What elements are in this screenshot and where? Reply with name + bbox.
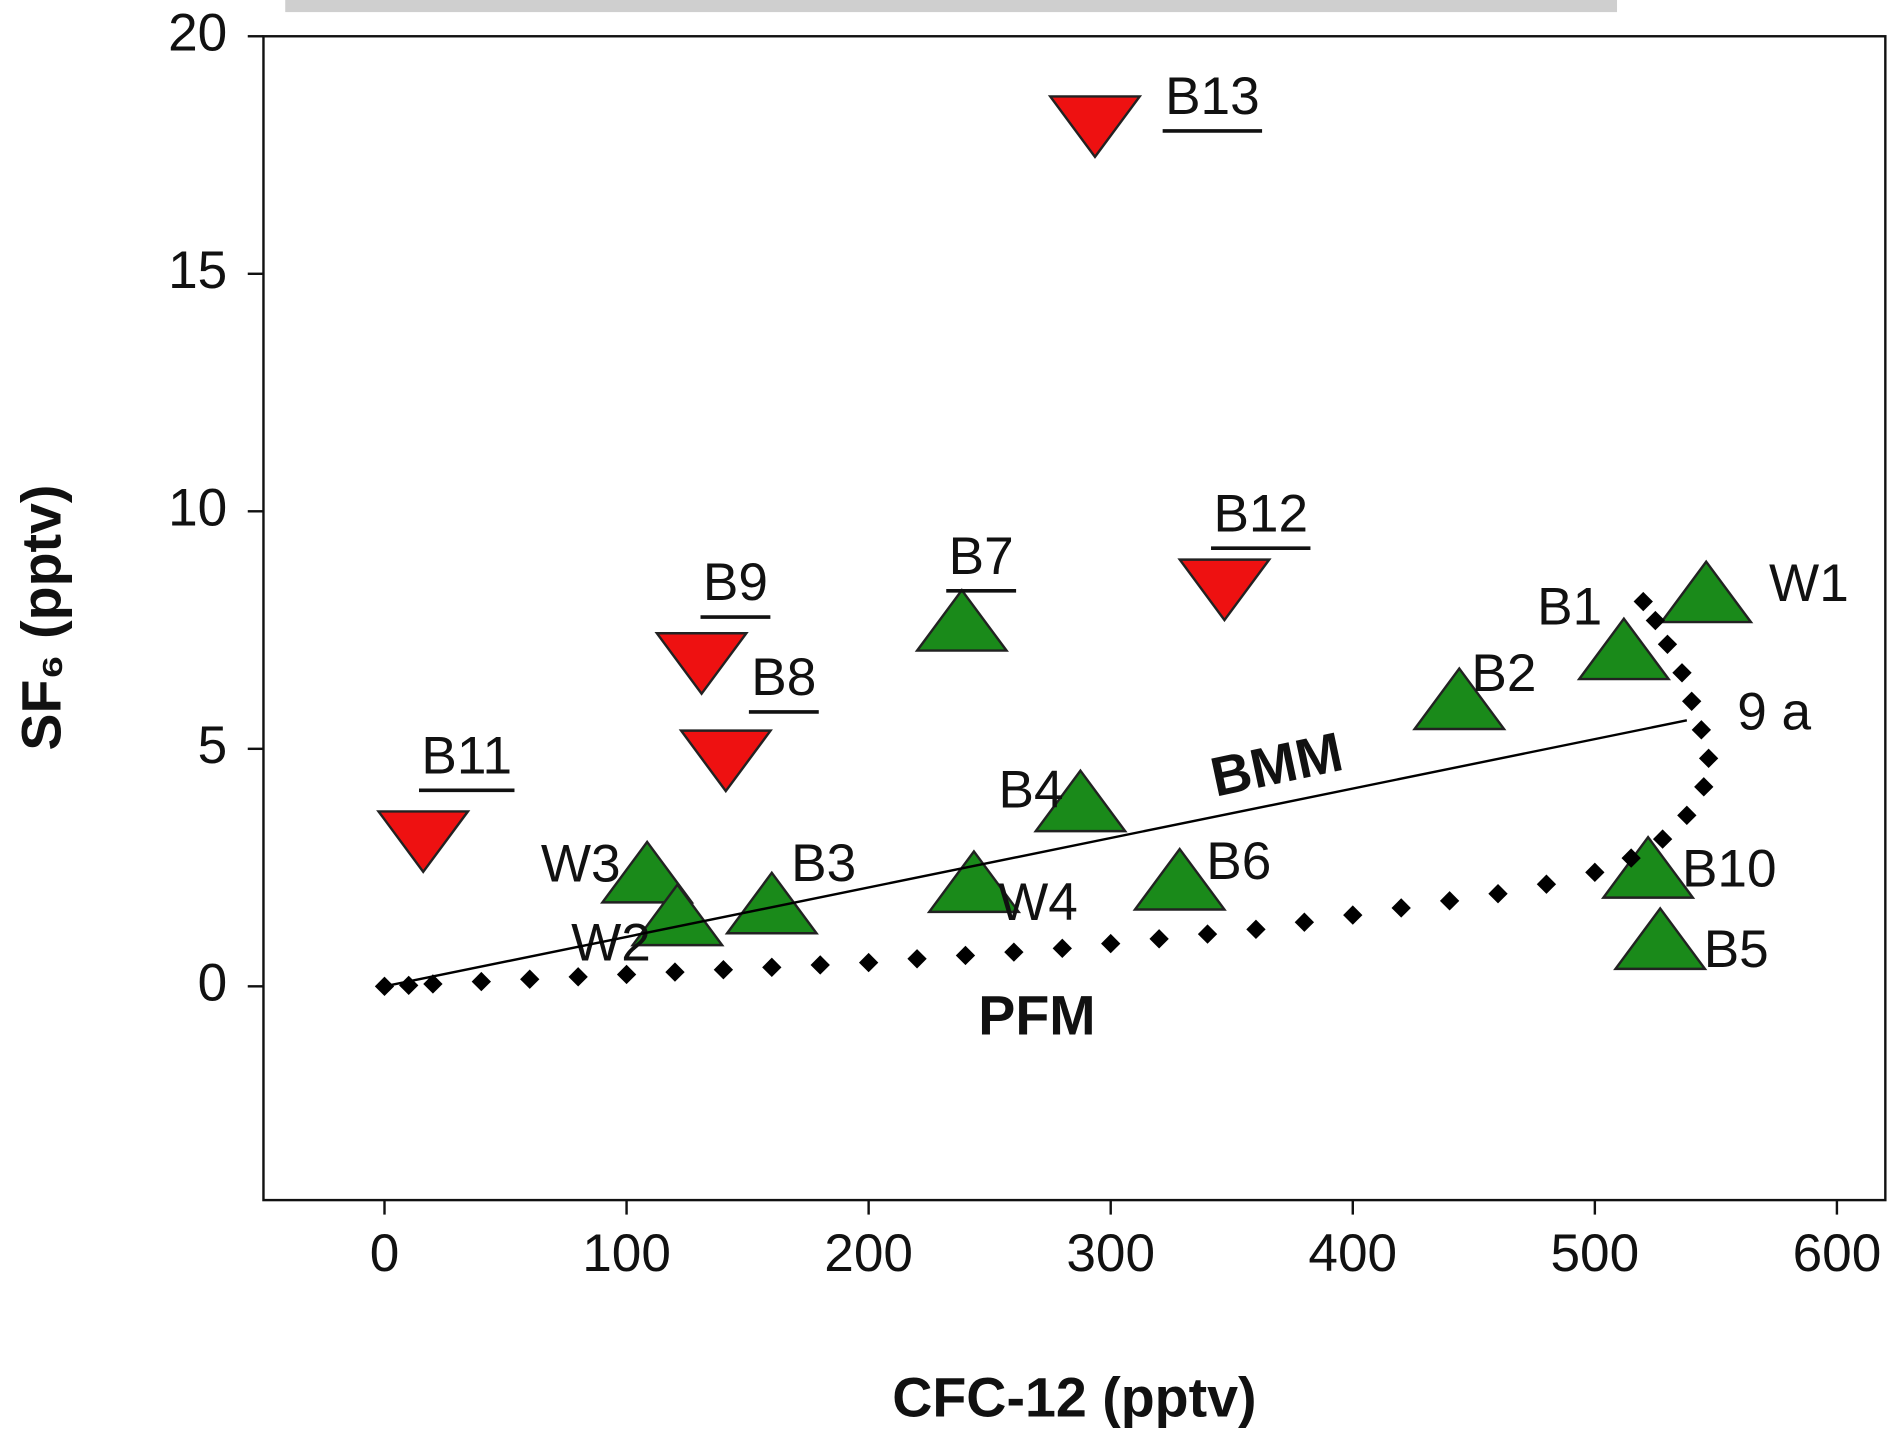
curve-marker bbox=[1645, 610, 1666, 631]
curve-marker bbox=[1391, 898, 1411, 918]
x-tick-label: 400 bbox=[1308, 1224, 1397, 1283]
curve-marker bbox=[1698, 748, 1719, 768]
point-label: B12 bbox=[1213, 484, 1308, 543]
point-label: B8 bbox=[751, 648, 816, 707]
curve-marker bbox=[1585, 862, 1605, 882]
curve-marker bbox=[907, 949, 927, 969]
triangle-up-marker bbox=[1600, 835, 1696, 899]
point-label: B9 bbox=[703, 553, 768, 612]
y-tick-label: 0 bbox=[198, 953, 228, 1012]
curve-marker bbox=[1672, 663, 1692, 683]
curve-marker bbox=[1439, 891, 1460, 911]
triangle-down-marker bbox=[1047, 95, 1143, 159]
curve-marker bbox=[1488, 884, 1508, 904]
x-axis-title: CFC-12 (pptv) bbox=[892, 1367, 1256, 1429]
curve-marker bbox=[1621, 848, 1641, 868]
curve-marker bbox=[665, 962, 685, 982]
x-tick-label: 100 bbox=[582, 1224, 671, 1283]
curve-marker bbox=[762, 957, 782, 977]
point-label: B2 bbox=[1471, 644, 1536, 703]
point-label: B7 bbox=[949, 527, 1014, 586]
curve-marker bbox=[1652, 829, 1673, 849]
point-label: W4 bbox=[998, 873, 1078, 932]
triangle-up-marker bbox=[1132, 847, 1227, 911]
triangle-down-marker bbox=[654, 632, 749, 696]
curve-marker bbox=[713, 960, 734, 980]
curve-marker bbox=[568, 967, 588, 987]
triangle-up-marker bbox=[1033, 768, 1128, 833]
triangle-up-marker bbox=[1576, 616, 1672, 681]
point-label: B10 bbox=[1682, 839, 1777, 898]
annotation: 9 a bbox=[1737, 683, 1811, 742]
curve-marker bbox=[1691, 720, 1712, 740]
triangle-up-marker bbox=[914, 588, 1009, 652]
curve-marker bbox=[1694, 777, 1714, 797]
curve-marker bbox=[471, 971, 491, 992]
top-bar bbox=[285, 0, 1618, 13]
y-axis-title: SF₆ (pptv) bbox=[11, 485, 73, 751]
x-tick-label: 500 bbox=[1550, 1224, 1639, 1283]
triangle-down-marker bbox=[678, 729, 773, 794]
triangle-down-marker bbox=[376, 810, 471, 874]
triangle-up-marker bbox=[600, 839, 695, 904]
curve-marker bbox=[1004, 942, 1024, 962]
annotation: BMM bbox=[1205, 720, 1348, 808]
curve-marker bbox=[1052, 938, 1072, 958]
point-label: B4 bbox=[998, 761, 1063, 820]
curve-marker bbox=[399, 975, 419, 996]
point-label: B13 bbox=[1165, 67, 1260, 126]
x-tick-label: 600 bbox=[1793, 1224, 1882, 1283]
curve-marker bbox=[858, 952, 879, 973]
point-label: B1 bbox=[1537, 577, 1602, 636]
point-label: B5 bbox=[1704, 920, 1769, 979]
curve-marker bbox=[1246, 919, 1266, 939]
point-label: B6 bbox=[1206, 832, 1271, 891]
y-tick-label: 20 bbox=[168, 3, 227, 62]
x-tick-label: 200 bbox=[824, 1224, 913, 1283]
curve-marker bbox=[1677, 805, 1697, 825]
x-tick-label: 300 bbox=[1066, 1224, 1155, 1283]
curve-marker bbox=[520, 969, 540, 989]
curve-marker bbox=[955, 945, 976, 966]
point-label: B11 bbox=[421, 726, 512, 785]
triangle-up-marker bbox=[1659, 559, 1754, 624]
annotation: PFM bbox=[978, 985, 1095, 1047]
curve-marker bbox=[1149, 929, 1169, 949]
curve-marker bbox=[1536, 874, 1557, 894]
curve-marker bbox=[1657, 634, 1678, 654]
triangle-up-marker bbox=[1613, 906, 1708, 971]
curve-marker bbox=[1101, 933, 1121, 954]
curve-marker bbox=[1197, 924, 1218, 944]
triangle-down-marker bbox=[1177, 558, 1272, 623]
triangle-up-marker bbox=[1412, 666, 1507, 731]
point-label: W1 bbox=[1769, 554, 1849, 613]
y-tick-label: 10 bbox=[168, 478, 227, 537]
curve-marker bbox=[1294, 912, 1315, 932]
curve-marker bbox=[616, 964, 637, 985]
point-label: W2 bbox=[571, 913, 651, 972]
plot-frame bbox=[262, 35, 1887, 1202]
model-line bbox=[384, 719, 1688, 988]
curve-marker bbox=[1682, 691, 1702, 711]
y-tick-label: 15 bbox=[168, 241, 227, 300]
curve-marker bbox=[1343, 905, 1363, 925]
point-label: W3 bbox=[541, 834, 621, 893]
triangle-up-marker bbox=[926, 849, 1022, 914]
point-label: B3 bbox=[791, 834, 856, 893]
curve-marker bbox=[1633, 591, 1653, 612]
y-tick-label: 5 bbox=[198, 716, 228, 775]
x-tick-label: 0 bbox=[370, 1224, 400, 1283]
curve-marker bbox=[810, 955, 830, 975]
